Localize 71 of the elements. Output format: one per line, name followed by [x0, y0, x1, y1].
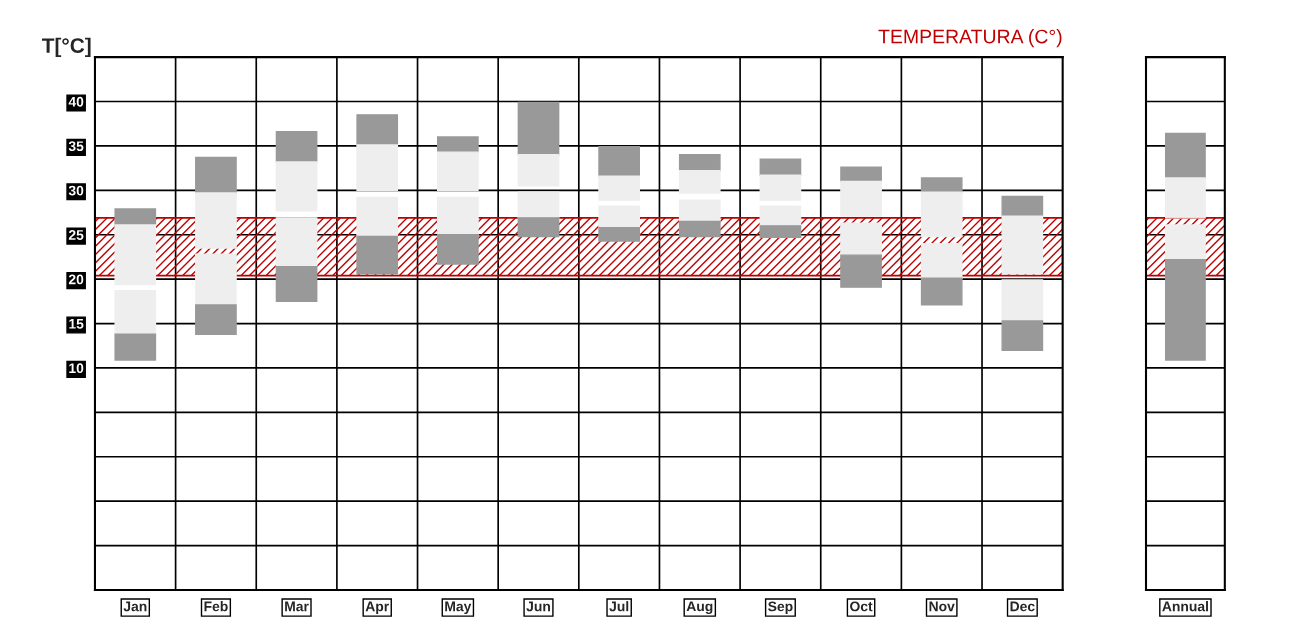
bar — [1165, 224, 1206, 261]
bar — [920, 277, 963, 306]
chart-title: TEMPERATURA (C°) — [878, 29, 1062, 48]
bar — [920, 242, 963, 279]
bar — [840, 166, 882, 183]
bar — [114, 224, 157, 286]
bar — [598, 226, 640, 242]
x-tick-label: Aug — [686, 601, 713, 615]
y-tick-label: 35 — [68, 141, 84, 152]
x-tick-label: Oct — [850, 601, 873, 612]
x-tick-label: Annual — [1162, 601, 1208, 612]
bar — [275, 266, 318, 303]
y-axis-title: T[°C] — [41, 37, 91, 58]
bar — [436, 234, 479, 265]
bar — [517, 154, 560, 187]
bar — [1001, 195, 1044, 217]
bar — [678, 220, 721, 238]
x-tick-label: Jul — [609, 601, 629, 612]
x-tick-label: Jun — [526, 601, 550, 612]
bar — [114, 208, 157, 226]
bar — [275, 131, 318, 163]
x-tick-label: Apr — [365, 601, 389, 615]
x-tick-label: Feb — [204, 601, 228, 612]
y-tick-label: 15 — [69, 319, 84, 329]
x-tick-label: May — [445, 601, 472, 615]
bar — [356, 196, 399, 238]
bar — [356, 144, 399, 192]
bar — [195, 304, 237, 335]
bar — [598, 146, 640, 177]
bar — [356, 235, 399, 275]
bar — [275, 161, 318, 212]
bar — [195, 253, 237, 306]
y-tick-label: 30 — [68, 185, 84, 196]
y-tick-label: 40 — [68, 96, 84, 107]
bar — [436, 151, 479, 192]
y-tick-label: 25 — [68, 230, 84, 240]
bar — [1001, 279, 1044, 322]
bar — [356, 114, 399, 146]
x-tick-label: Dec — [1010, 601, 1035, 612]
bar — [759, 158, 802, 176]
bar — [920, 191, 963, 238]
bar — [517, 217, 560, 238]
bar — [275, 217, 318, 268]
bar — [517, 191, 560, 219]
bar — [195, 192, 237, 249]
y-tick-label: 20 — [68, 274, 84, 285]
bar — [598, 175, 640, 201]
bar — [1165, 132, 1206, 179]
bar — [598, 205, 640, 229]
bar — [759, 174, 802, 201]
bar — [1001, 215, 1044, 275]
bar — [759, 225, 802, 239]
bar — [840, 180, 882, 217]
bar — [517, 101, 560, 156]
bar — [678, 154, 721, 172]
bar — [436, 136, 479, 153]
bar — [678, 199, 721, 223]
bar — [114, 333, 157, 361]
bar — [920, 177, 963, 193]
bar — [840, 222, 882, 256]
x-tick-label: Nov — [929, 601, 955, 612]
x-tick-label: Sep — [768, 601, 793, 615]
bar — [840, 254, 882, 288]
bar — [114, 289, 157, 335]
bar — [436, 196, 479, 236]
y-tick-label: 10 — [69, 363, 84, 374]
bar — [195, 156, 237, 194]
bar — [1001, 320, 1044, 351]
bar — [678, 170, 721, 194]
x-tick-label: Mar — [285, 601, 309, 612]
x-tick-label: Jan — [123, 601, 147, 612]
